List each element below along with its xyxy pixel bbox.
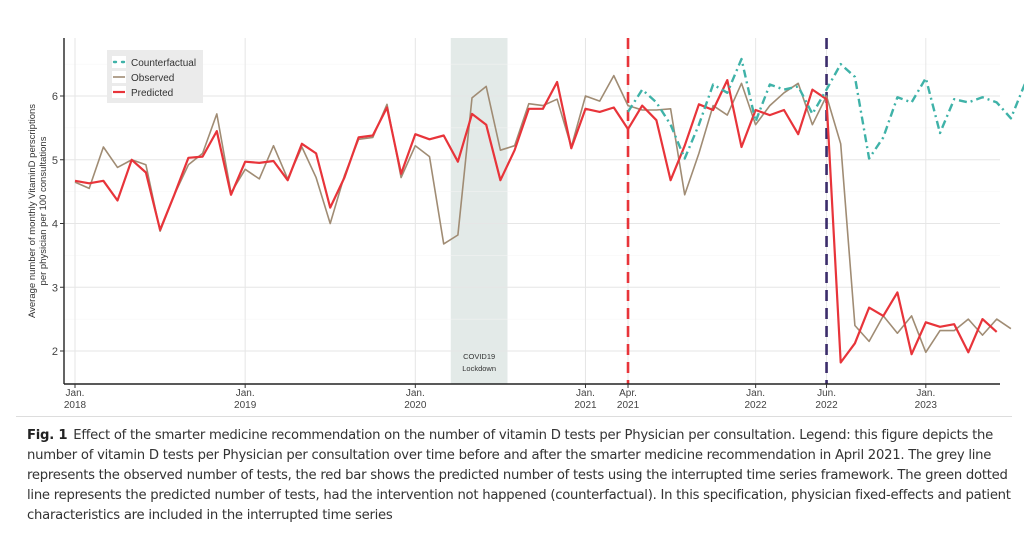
legend-label: Predicted: [131, 88, 173, 99]
series-predicted: [74, 78, 998, 364]
legend-label: Observed: [131, 73, 174, 84]
covid-lockdown-label: Lockdown: [462, 364, 496, 373]
covid-lockdown-label: COVID19: [463, 352, 495, 361]
legend: Counterfactual Observed Predicted: [107, 50, 203, 103]
x-tick-label: Jan.: [236, 388, 255, 399]
y-tick-label: 5: [52, 155, 58, 167]
legend-key-bg: [112, 56, 126, 68]
x-tick-label: Jan.: [746, 388, 765, 399]
y-tick-label: 4: [52, 219, 58, 231]
x-tick-label: Apr.: [619, 388, 637, 399]
caption-divider: [16, 416, 1012, 417]
x-tick-label: 2022: [815, 400, 838, 411]
y-tick-label: 3: [52, 282, 58, 294]
series-counterfactual: [626, 57, 1024, 160]
figure-caption: Fig. 1 Effect of the smarter medicine rec…: [27, 426, 1012, 526]
figure-label: Fig. 1: [27, 428, 68, 443]
y-axis-label: per physician per 100 consultations: [38, 136, 49, 285]
x-tick-label: Jan.: [66, 388, 85, 399]
x-tick-label: Jan.: [916, 388, 935, 399]
y-tick-label: 6: [52, 91, 58, 103]
x-tick-label: Jan.: [406, 388, 425, 399]
x-tick-label: 2023: [915, 400, 938, 411]
x-tick-label: Jan.: [576, 388, 595, 399]
legend-label: Counterfactual: [131, 58, 196, 69]
x-tick-label: 2021: [574, 400, 597, 411]
y-tick-label: 2: [52, 346, 58, 358]
caption-text: Effect of the smarter medicine recommend…: [27, 428, 1011, 523]
series-observed: [74, 74, 1012, 354]
y-axis-label: Average number of monthly VitaminD persc…: [27, 104, 38, 318]
x-tick-label: 2021: [617, 400, 640, 411]
x-tick-label: 2020: [404, 400, 427, 411]
x-tick-label: 2022: [745, 400, 768, 411]
x-tick-label: 2019: [234, 400, 257, 411]
x-tick-label: Jun.: [817, 388, 836, 399]
x-tick-label: 2018: [64, 400, 87, 411]
covid-lockdown-region: [450, 38, 508, 384]
